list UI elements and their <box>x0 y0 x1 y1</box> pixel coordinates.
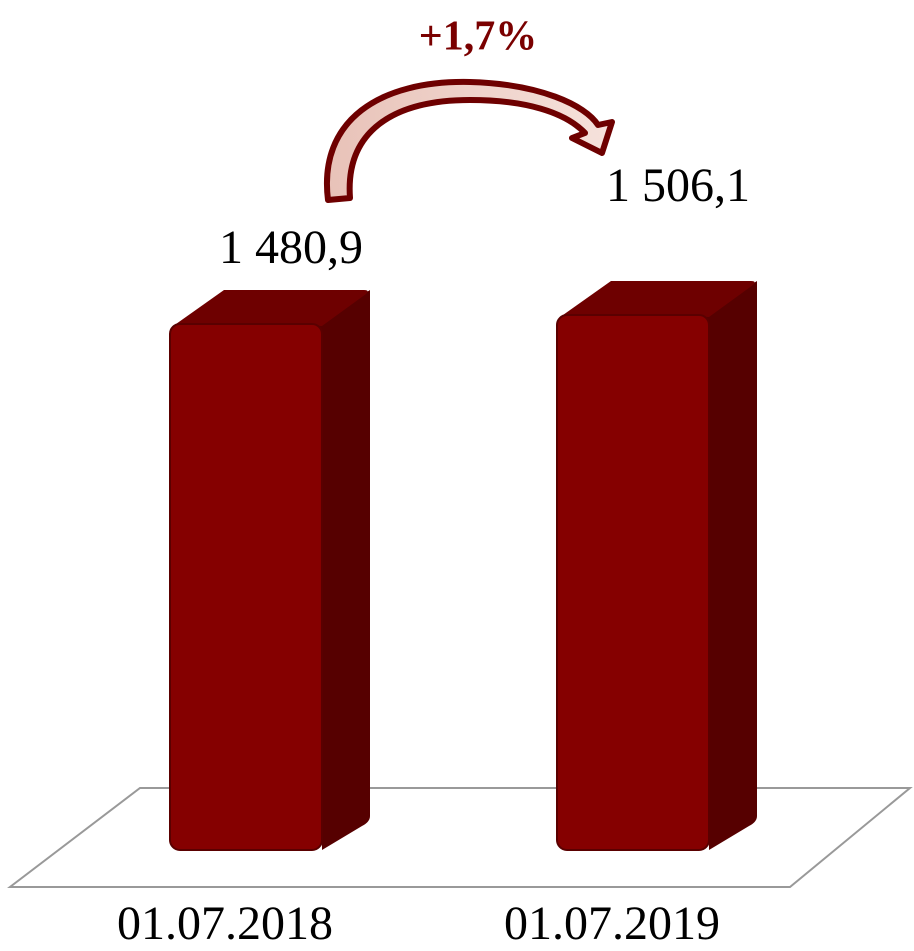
floor <box>7 787 913 888</box>
bar <box>556 281 757 851</box>
bar-top <box>176 289 368 326</box>
bar-top <box>563 281 755 317</box>
bar <box>169 289 370 851</box>
bar-front <box>556 314 710 851</box>
bar-front <box>169 322 323 851</box>
bar-side <box>703 281 757 850</box>
value-label: 1 480,9 <box>219 221 363 274</box>
x-tick-label: 01.07.2018 <box>117 897 333 950</box>
x-tick-label: 01.07.2019 <box>504 897 720 950</box>
bar-side <box>316 289 370 850</box>
value-label: 1 506,1 <box>606 159 750 212</box>
annotation: +1,7% <box>419 14 537 60</box>
growth-arrow <box>323 78 615 203</box>
